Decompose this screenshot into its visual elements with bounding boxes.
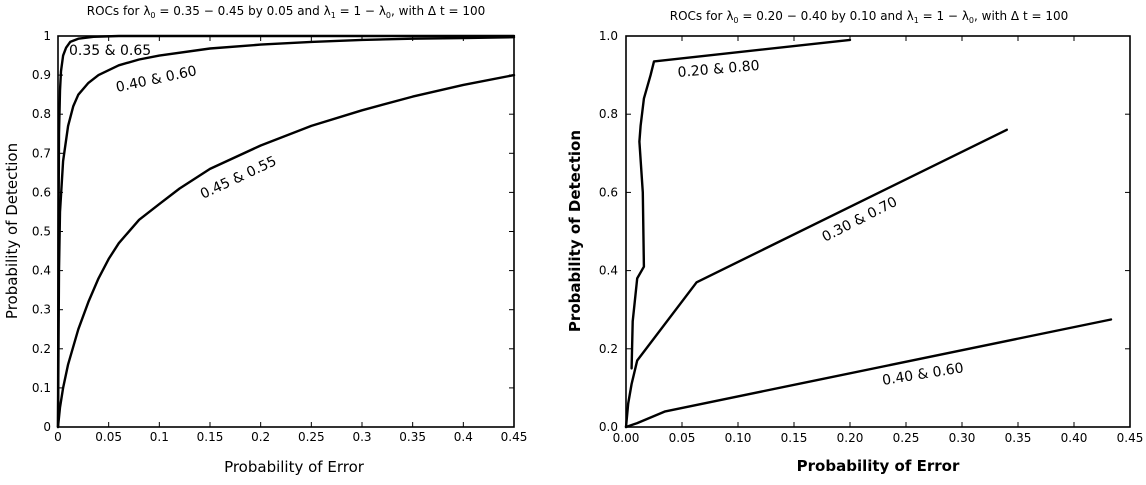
- series-line-1: [56, 34, 516, 429]
- x-tick-label: 0.4: [454, 430, 473, 444]
- left-x-axis-label: Probability of Error: [224, 458, 365, 476]
- y-tick-label: 0.5: [32, 225, 51, 239]
- y-tick-label: 0.6: [32, 185, 51, 199]
- series-line-3: [624, 318, 1113, 429]
- x-tick-label: 0.10: [725, 431, 752, 445]
- series-line-2: [624, 128, 1008, 429]
- x-tick-label: 0.3: [352, 430, 371, 444]
- x-tick-label: 0.15: [781, 431, 808, 445]
- right-chart: ROCs for λ0 = 0.20 − 0.40 by 0.10 and λ1…: [566, 9, 1143, 475]
- x-tick-label: 0.45: [1117, 431, 1144, 445]
- left-chart: ROCs for λ0 = 0.35 − 0.45 by 0.05 and λ1…: [3, 4, 527, 476]
- y-tick-label: 0.8: [599, 107, 618, 121]
- left-x-ticks: 0 0.05 0.1 0.15 0.2 0.25 0.3 0.35 0.4 0.45: [54, 36, 527, 444]
- left-chart-title: ROCs for λ0 = 0.35 − 0.45 by 0.05 and λ1…: [87, 4, 485, 20]
- y-tick-label: 1: [43, 29, 51, 43]
- x-tick-label: 0.25: [893, 431, 920, 445]
- y-tick-label: 0.4: [599, 264, 618, 278]
- x-tick-label: 0.2: [251, 430, 270, 444]
- right-series-lines: [624, 38, 1113, 429]
- series-line-3: [56, 73, 516, 429]
- y-tick-label: 1.0: [599, 29, 618, 43]
- right-x-ticks: 0.00 0.05 0.10 0.15 0.20 0.25 0.30 0.35 0.40 0.45: [613, 36, 1144, 445]
- right-y-ticks: 0.0 0.2 0.4 0.6 0.8 1.0: [599, 29, 1130, 434]
- x-tick-label: 0.25: [298, 430, 325, 444]
- y-tick-label: 0.2: [599, 342, 618, 356]
- y-tick-label: 0.2: [32, 342, 51, 356]
- y-tick-label: 0.7: [32, 146, 51, 160]
- x-tick-label: 0.1: [150, 430, 169, 444]
- y-tick-label: 0.4: [32, 264, 51, 278]
- x-tick-label: 0: [54, 430, 62, 444]
- y-tick-label: 0: [43, 420, 51, 434]
- x-tick-label: 0.15: [197, 430, 224, 444]
- right-chart-title: ROCs for λ0 = 0.20 − 0.40 by 0.10 and λ1…: [670, 9, 1068, 25]
- y-tick-label: 0.8: [32, 107, 51, 121]
- x-tick-label: 0.05: [95, 430, 122, 444]
- y-tick-label: 0.9: [32, 68, 51, 82]
- left-curve-label-035: 0.35 & 0.65: [69, 43, 151, 59]
- left-y-ticks: 0 0.1 0.2 0.3 0.4 0.5 0.6 0.7 0.8 0.9 1: [32, 29, 514, 434]
- x-tick-label: 0.40: [1061, 431, 1088, 445]
- y-tick-label: 0.6: [599, 185, 618, 199]
- x-tick-label: 0.30: [949, 431, 976, 445]
- y-tick-label: 0.0: [599, 420, 618, 434]
- x-tick-label: 0.05: [669, 431, 696, 445]
- x-tick-label: 0.35: [1005, 431, 1032, 445]
- series-line-1: [630, 38, 852, 370]
- x-tick-label: 0.00: [613, 431, 640, 445]
- x-tick-label: 0.45: [501, 430, 528, 444]
- x-tick-label: 0.35: [399, 430, 426, 444]
- right-plot-frame: [625, 35, 1131, 428]
- left-plot-frame: [57, 35, 515, 428]
- x-tick-label: 0.20: [837, 431, 864, 445]
- left-series-lines: [56, 34, 516, 429]
- right-x-axis-label: Probability of Error: [797, 457, 960, 475]
- left-y-axis-label: Probability of Detection: [3, 143, 21, 319]
- left-curve-label-045: 0.45 & 0.55: [198, 153, 279, 202]
- left-curve-label-040: 0.40 & 0.60: [115, 63, 199, 96]
- series-line-2: [56, 36, 516, 429]
- y-tick-label: 0.1: [32, 381, 51, 395]
- right-y-axis-label: Probability of Detection: [566, 130, 584, 332]
- right-curve-label-020: 0.20 & 0.80: [677, 58, 760, 81]
- y-tick-label: 0.3: [32, 303, 51, 317]
